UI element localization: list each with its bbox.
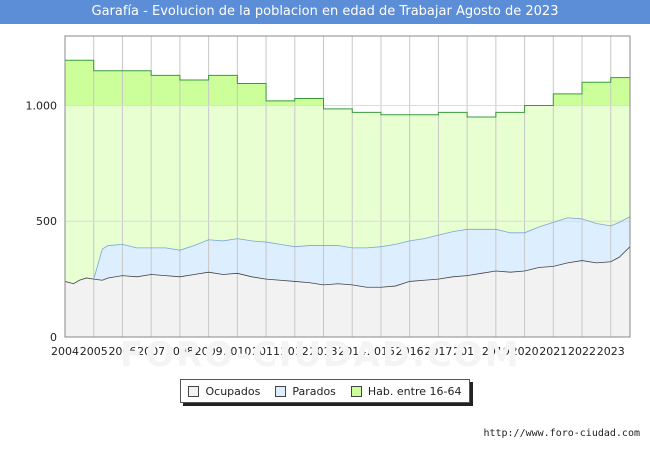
- watermark: FORO-CIUDAD.COM: [120, 335, 521, 375]
- x-tick-label: 2020: [511, 345, 539, 358]
- series-area-hab-upper: [65, 60, 630, 106]
- plot-area: [64, 36, 631, 338]
- legend-swatch-ocupados: [188, 385, 200, 397]
- series-line-parados: [93, 216, 631, 280]
- legend-label-ocupados: Ocupados: [205, 384, 261, 398]
- x-tick-label: 2022: [568, 345, 596, 358]
- source-link[interactable]: http://www.foro-ciudad.com: [483, 428, 640, 439]
- x-tick-label: 2019: [482, 345, 510, 358]
- y-tick-label: 1.000: [26, 99, 58, 112]
- series-line-hab: [65, 59, 630, 118]
- y-tick-label: 0: [50, 331, 57, 344]
- x-tick-label: 2016: [396, 345, 424, 358]
- x-tick-label: 2004: [51, 345, 79, 358]
- series-area-parados: [65, 216, 630, 288]
- legend-label-parados: Parados: [292, 384, 336, 398]
- x-tick-label: 2005: [80, 345, 108, 358]
- chart-title: Garafía - Evolucion de la poblacion en e…: [0, 0, 650, 24]
- legend-swatch-hab: [350, 385, 362, 397]
- x-tick-label: 2021: [539, 345, 567, 358]
- x-tick-label: 2018: [453, 345, 481, 358]
- x-tick-label: 2007: [137, 345, 165, 358]
- x-tick-label: 2009: [195, 345, 223, 358]
- legend-item-hab: Hab. entre 16-64: [350, 384, 462, 398]
- x-tick-label: 2017: [424, 345, 452, 358]
- x-tick-label: 2011: [252, 345, 280, 358]
- legend: Ocupados Parados Hab. entre 16-64: [180, 379, 470, 403]
- legend-item-parados: Parados: [275, 385, 336, 398]
- legend-label-hab: Hab. entre 16-64: [367, 384, 462, 398]
- x-tick-label: 2013: [310, 345, 338, 358]
- x-tick-label: 2010: [223, 345, 251, 358]
- x-tick-label: 2006: [108, 345, 136, 358]
- series-line-ocupados: [64, 246, 631, 288]
- x-tick-label: 2023: [597, 345, 625, 358]
- plot-frame: [64, 35, 631, 338]
- x-tick-label: 2015: [367, 345, 395, 358]
- x-tick-label: 2014: [338, 345, 366, 358]
- x-tick-label: 2008: [166, 345, 194, 358]
- series-area-ocupados: [65, 246, 630, 337]
- axes: 2004 2005 2006 2007 2008 2009 2010 2011 2012 2013…: [26, 35, 631, 358]
- y-tick-label: 500: [36, 215, 57, 228]
- x-tick-label: 2012: [281, 345, 309, 358]
- legend-item-ocupados: Ocupados: [188, 385, 260, 398]
- legend-swatch-parados: [275, 385, 287, 397]
